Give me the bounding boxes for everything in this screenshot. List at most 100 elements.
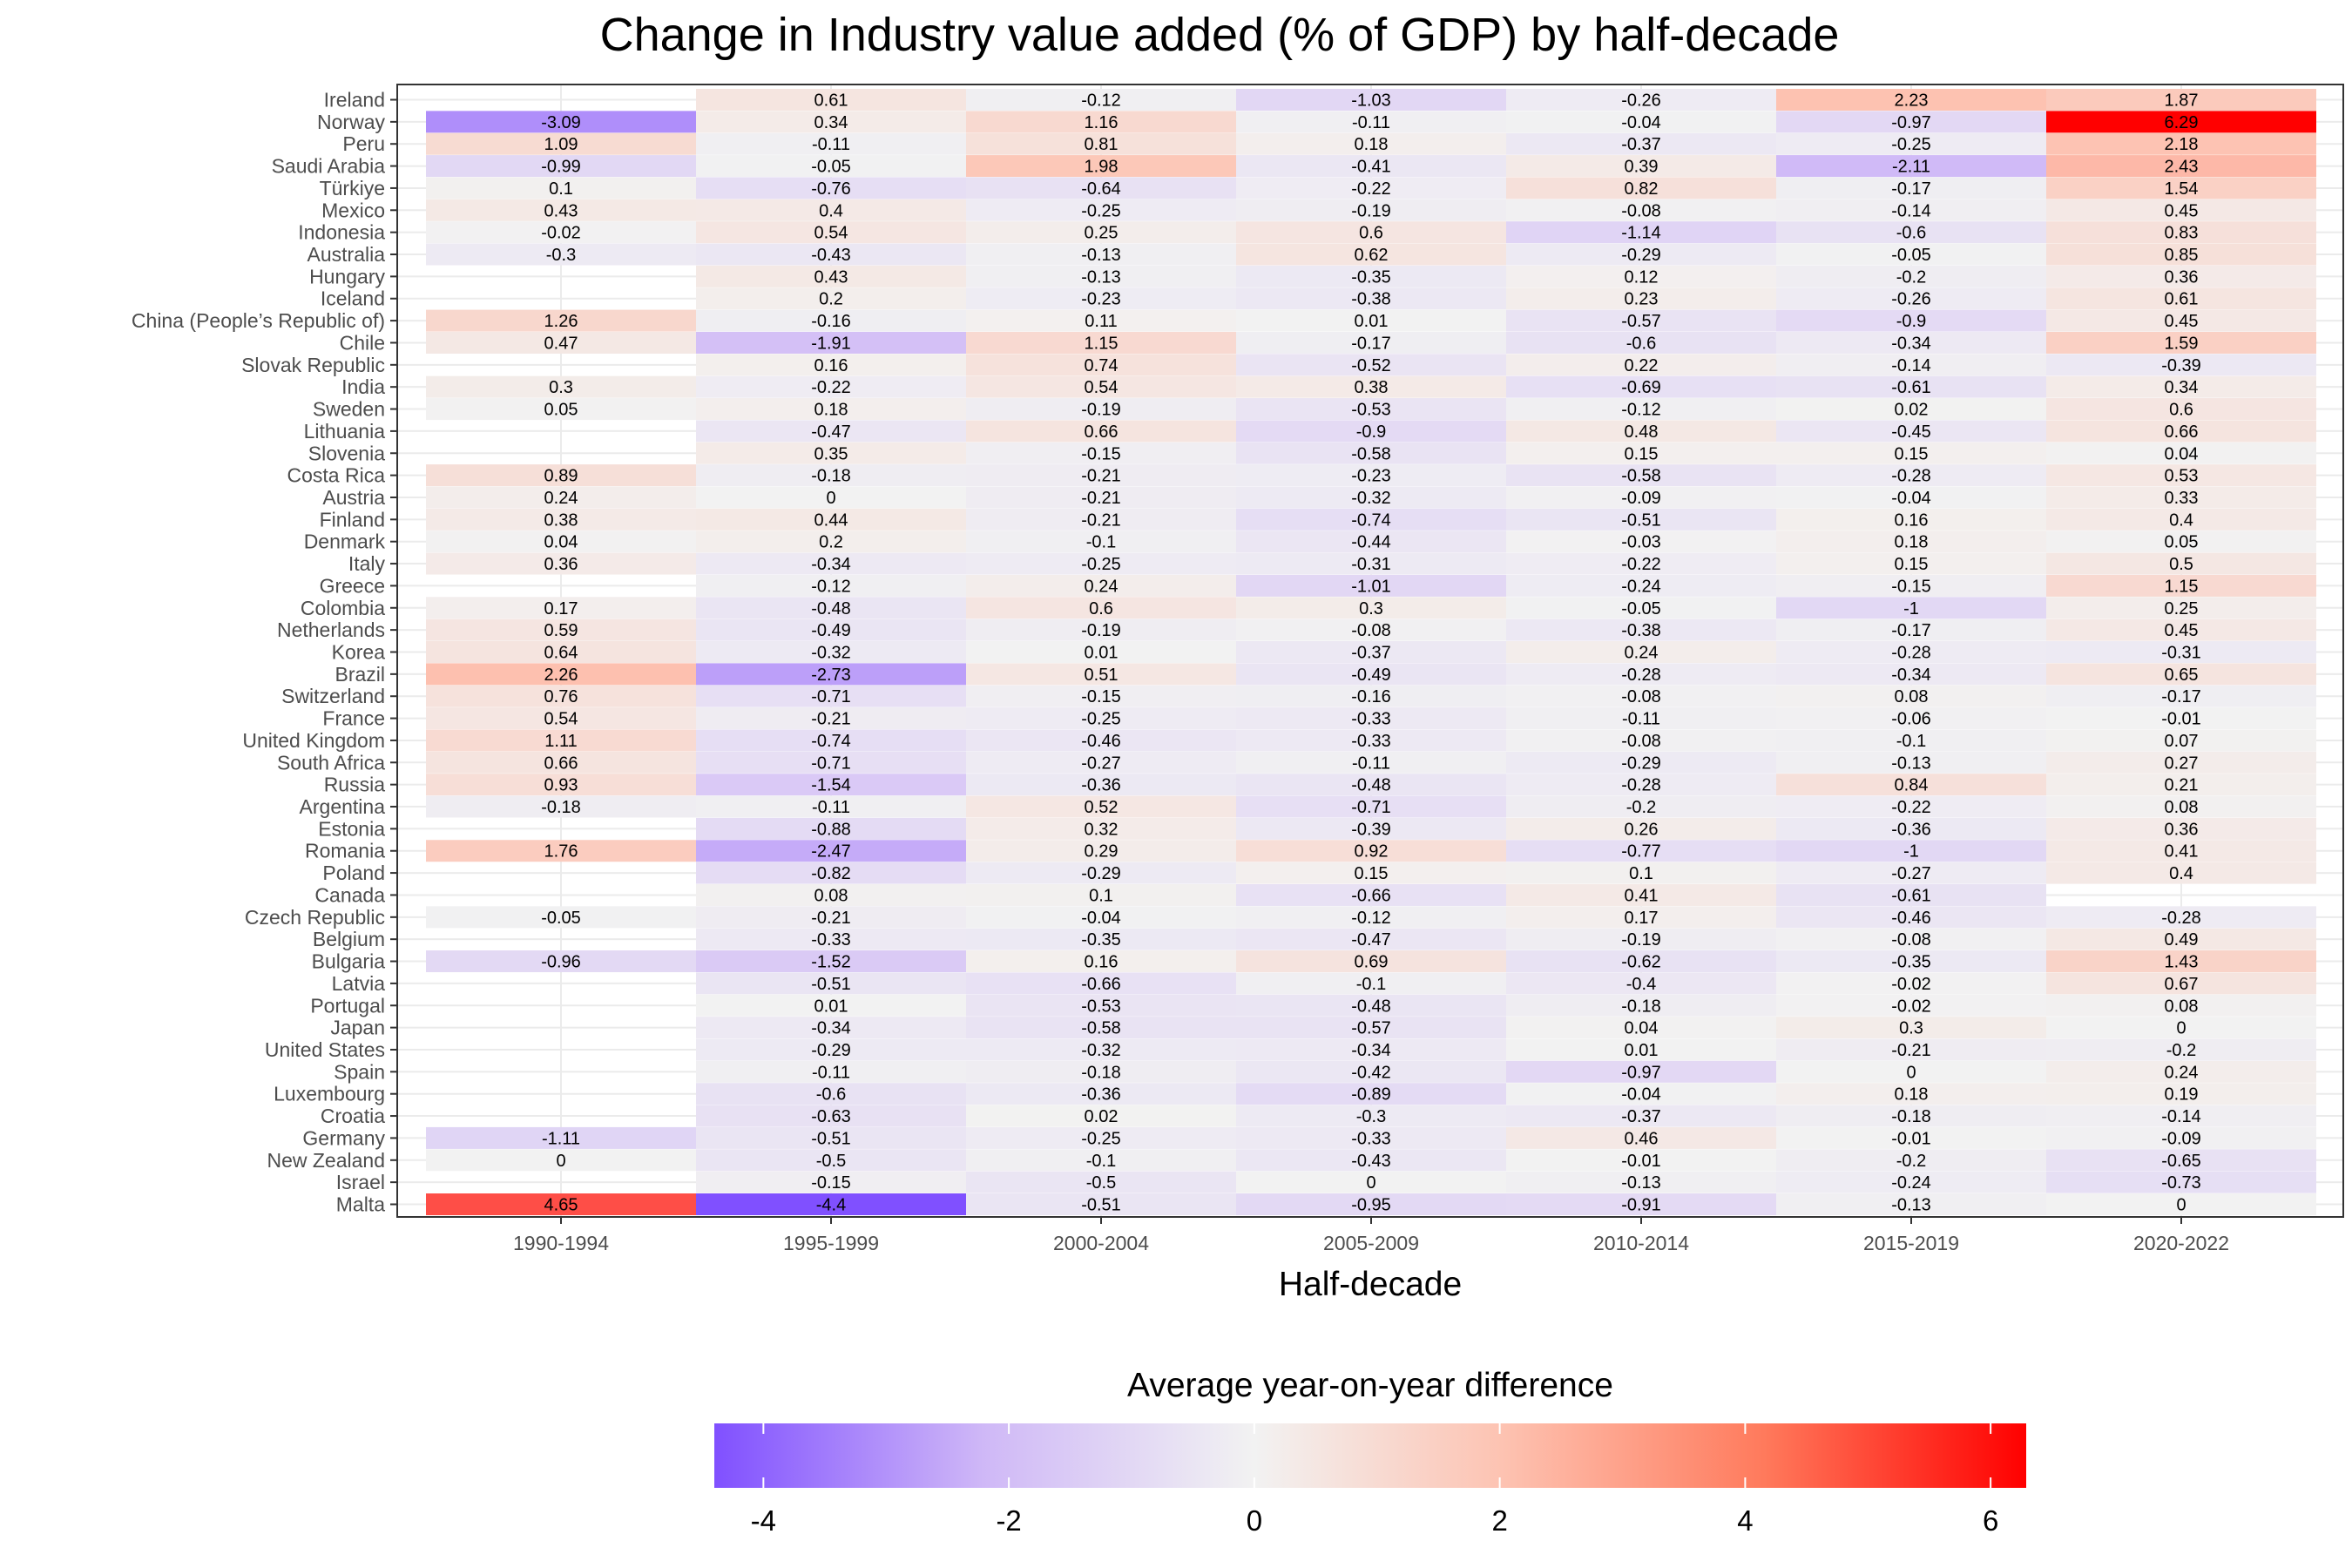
heatmap-cell (1236, 1193, 1506, 1215)
heatmap-cell (696, 1126, 966, 1149)
cell-value-label: 0 (2176, 1196, 2186, 1215)
heatmap-cell (2046, 531, 2316, 553)
heatmap-cell (1506, 1017, 1776, 1039)
cell-value-label: -0.57 (1351, 1019, 1391, 1038)
chart-title: Change in Industry value added (% of GDP… (600, 9, 1840, 61)
cell-value-label: -0.17 (2161, 687, 2201, 706)
half-decade-label: 2005-2009 (1323, 1232, 1419, 1254)
heatmap-cell (1506, 552, 1776, 575)
heatmap-cell (696, 177, 966, 199)
heatmap-cell (966, 883, 1236, 906)
heatmap-cell (1506, 641, 1776, 663)
cell-value-label: -1.01 (1351, 577, 1391, 596)
heatmap-cell (1506, 950, 1776, 973)
cell-value-label: -4.4 (816, 1196, 846, 1215)
cell-value-label: -0.11 (1622, 710, 1660, 729)
heatmap-cell (1236, 1105, 1506, 1127)
heatmap-cell (966, 354, 1236, 376)
country-label: Malta (336, 1193, 385, 1216)
country-label: Korea (332, 641, 386, 664)
heatmap-cell (426, 597, 696, 619)
cell-value-label: 0.46 (1625, 1129, 1659, 1148)
cell-value-label: 0.18 (1895, 1085, 1929, 1105)
heatmap-cell (966, 508, 1236, 531)
cell-value-label: -0.51 (1081, 1196, 1121, 1215)
heatmap-cell (1506, 464, 1776, 487)
heatmap-cell (696, 1149, 966, 1172)
cell-value-label: -0.76 (811, 179, 851, 199)
cell-value-label: 0.5 (2169, 555, 2193, 574)
heatmap-cell (2046, 331, 2316, 354)
cell-value-label: 0.45 (2165, 312, 2199, 331)
country-label: United Kingdom (242, 729, 385, 752)
cell-value-label: -0.14 (1891, 356, 1931, 375)
cell-value-label: -0.34 (1351, 1041, 1391, 1060)
heatmap-cell (1236, 508, 1506, 531)
heatmap-cell (696, 685, 966, 707)
cell-value-label: -0.2 (2166, 1041, 2196, 1060)
country-label: Indonesia (298, 221, 385, 244)
heatmap-cell (1776, 265, 2046, 287)
heatmap-cell (966, 574, 1236, 597)
heatmap-cell (696, 774, 966, 796)
heatmap-cell (2046, 906, 2316, 929)
heatmap-cell (426, 331, 696, 354)
heatmap-cell (1776, 574, 2046, 597)
country-label: Slovenia (308, 442, 385, 464)
heatmap-cell (966, 309, 1236, 332)
cell-value-label: -0.37 (1351, 644, 1391, 663)
heatmap-cell (1506, 597, 1776, 619)
country-label: India (341, 375, 385, 398)
heatmap-cell (2046, 774, 2316, 796)
heatmap-cell (426, 375, 696, 398)
heatmap-cell (696, 531, 966, 553)
heatmap-cell (1236, 552, 1506, 575)
heatmap-cell (966, 331, 1236, 354)
country-label: Bulgaria (312, 950, 386, 973)
cell-value-label: -0.12 (1081, 91, 1121, 111)
heatmap-cell (426, 906, 696, 929)
cell-value-label: -0.04 (1621, 113, 1661, 132)
cell-value-label: 0.02 (1895, 401, 1929, 420)
x-axis-title: Half-decade (1279, 1266, 1462, 1303)
heatmap-cell (2046, 1171, 2316, 1193)
cell-value-label: -0.33 (1351, 1129, 1391, 1148)
cell-value-label: -0.05 (1891, 246, 1931, 265)
cell-value-label: 0.6 (1089, 599, 1113, 618)
cell-value-label: 0.16 (1895, 510, 1929, 530)
heatmap-cell (1236, 950, 1506, 973)
heatmap-cell (1236, 751, 1506, 774)
cell-value-label: -0.53 (1351, 401, 1391, 420)
country-label: Italy (348, 552, 386, 575)
heatmap-cell (696, 132, 966, 155)
heatmap-cell (966, 243, 1236, 266)
heatmap-cell (426, 132, 696, 155)
heatmap-cell (2046, 354, 2316, 376)
heatmap-cell (1236, 442, 1506, 464)
cell-value-label: 1.16 (1085, 113, 1119, 132)
cell-value-label: -0.33 (1351, 732, 1391, 751)
heatmap-cell (1506, 862, 1776, 884)
heatmap-cell (966, 751, 1236, 774)
half-decade-label: 1995-1999 (783, 1232, 879, 1254)
cell-value-label: -0.41 (1351, 158, 1391, 177)
country-label: Finland (320, 508, 385, 531)
cell-value-label: -0.21 (1081, 467, 1121, 486)
country-label: Latvia (332, 972, 386, 995)
cell-value-label: -0.22 (1351, 179, 1391, 199)
cell-value-label: -0.13 (1081, 246, 1121, 265)
heatmap-cell (696, 1038, 966, 1061)
cell-value-label: 0.45 (2165, 201, 2199, 220)
heatmap-cell (1776, 243, 2046, 266)
cell-value-label: -0.02 (541, 224, 581, 243)
cell-value-label: 0.07 (2165, 732, 2199, 751)
country-label: Argentina (300, 795, 386, 818)
cell-value-label: 0.4 (2169, 864, 2193, 883)
country-label: Australia (308, 243, 386, 266)
cell-value-label: 0.34 (814, 113, 848, 132)
cell-value-label: 0.81 (1085, 135, 1119, 154)
heatmap-cell (1776, 817, 2046, 840)
cell-value-label: -0.25 (1081, 555, 1121, 574)
cell-value-label: -0.36 (1081, 1085, 1121, 1105)
heatmap-cell (966, 1126, 1236, 1149)
